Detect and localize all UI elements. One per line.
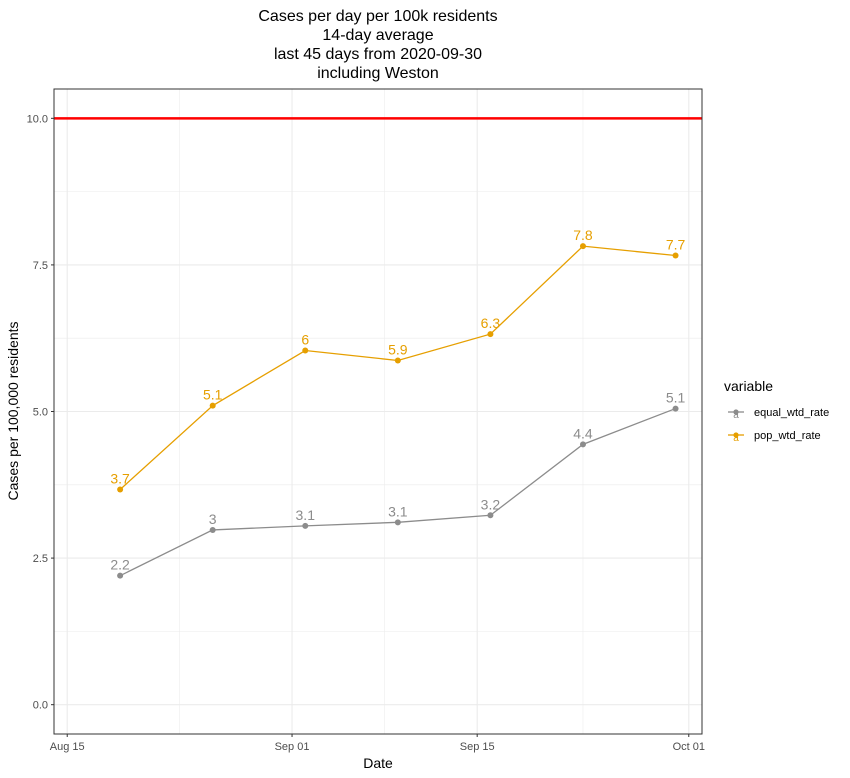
x-axis-title: Date	[363, 755, 393, 771]
data-point	[394, 357, 401, 364]
legend-key-pop_wtd_rate: a	[728, 432, 744, 444]
legend-key-glyph: a	[733, 433, 739, 444]
y-tick-label: 10.0	[27, 113, 48, 125]
data-point	[487, 512, 494, 519]
data-label: 5.1	[203, 387, 223, 403]
title-line-3: last 45 days from 2020-09-30	[274, 46, 482, 63]
data-point	[117, 572, 124, 579]
legend-key-glyph: a	[733, 410, 739, 421]
x-tick-label: Sep 01	[275, 741, 310, 753]
data-label: 4.4	[573, 425, 593, 441]
data-point	[394, 519, 401, 526]
x-tick-label: Aug 15	[50, 741, 85, 753]
data-label: 3.1	[388, 503, 408, 519]
legend-key-equal_wtd_rate: a	[728, 409, 744, 421]
data-label: 6.3	[481, 315, 501, 331]
title-line-2: 14-day average	[322, 27, 433, 44]
data-label: 3	[209, 511, 217, 527]
data-point	[672, 405, 679, 412]
legend-key-point	[733, 409, 739, 415]
data-point	[487, 331, 494, 338]
data-point	[579, 441, 586, 448]
data-label: 3.2	[481, 496, 501, 512]
legend-key-point	[733, 432, 739, 438]
series-pop_wtd_rate: 3.7 5.1 6 5.9 6.3 7.8 7.7	[110, 227, 686, 493]
data-point	[209, 402, 216, 409]
data-point	[209, 526, 216, 533]
x-tick-label: Sep 15	[460, 741, 495, 753]
data-label: 6	[301, 332, 309, 348]
data-label: 7.7	[666, 237, 686, 253]
data-label: 7.8	[573, 227, 593, 243]
data-point	[672, 252, 679, 259]
data-label: 3.1	[296, 507, 316, 523]
series-layer: 2.2 3 3.1 3.1 3.2 4.4 5.1 3.7 5.1 6 5.9 6.3 7.8 7.7	[110, 227, 685, 579]
data-point	[302, 522, 309, 529]
data-label: 2.2	[110, 557, 130, 573]
y-tick-label: 2.5	[33, 553, 48, 565]
x-tick-label: Oct 01	[673, 741, 705, 753]
data-point	[302, 347, 309, 354]
data-label: 5.1	[666, 390, 686, 406]
y-tick-label: 5.0	[33, 407, 48, 419]
data-point	[117, 486, 124, 493]
data-label: 5.9	[388, 341, 408, 357]
grid-major	[54, 89, 702, 734]
title-line-4: including Weston	[317, 65, 439, 82]
series-equal_wtd_rate: 2.2 3 3.1 3.1 3.2 4.4 5.1	[110, 390, 685, 579]
data-point	[579, 243, 586, 250]
title-line-1: Cases per day per 100k residents	[258, 8, 497, 25]
legend-label: pop_wtd_rate	[754, 430, 821, 442]
y-tick-label: 7.5	[33, 260, 48, 272]
data-label: 3.7	[110, 470, 130, 486]
y-tick-label: 0.0	[33, 700, 48, 712]
legend-title: variable	[724, 378, 773, 394]
legend-label: equal_wtd_rate	[754, 407, 829, 419]
y-axis: 0.0 2.5 5.0 7.5 10.0	[27, 113, 54, 712]
y-axis-title: Cases per 100,000 residents	[5, 322, 21, 501]
x-axis: Aug 15 Sep 01 Sep 15 Oct 01	[50, 734, 705, 753]
chart-title: Cases per day per 100k residents 14-day …	[258, 8, 497, 82]
